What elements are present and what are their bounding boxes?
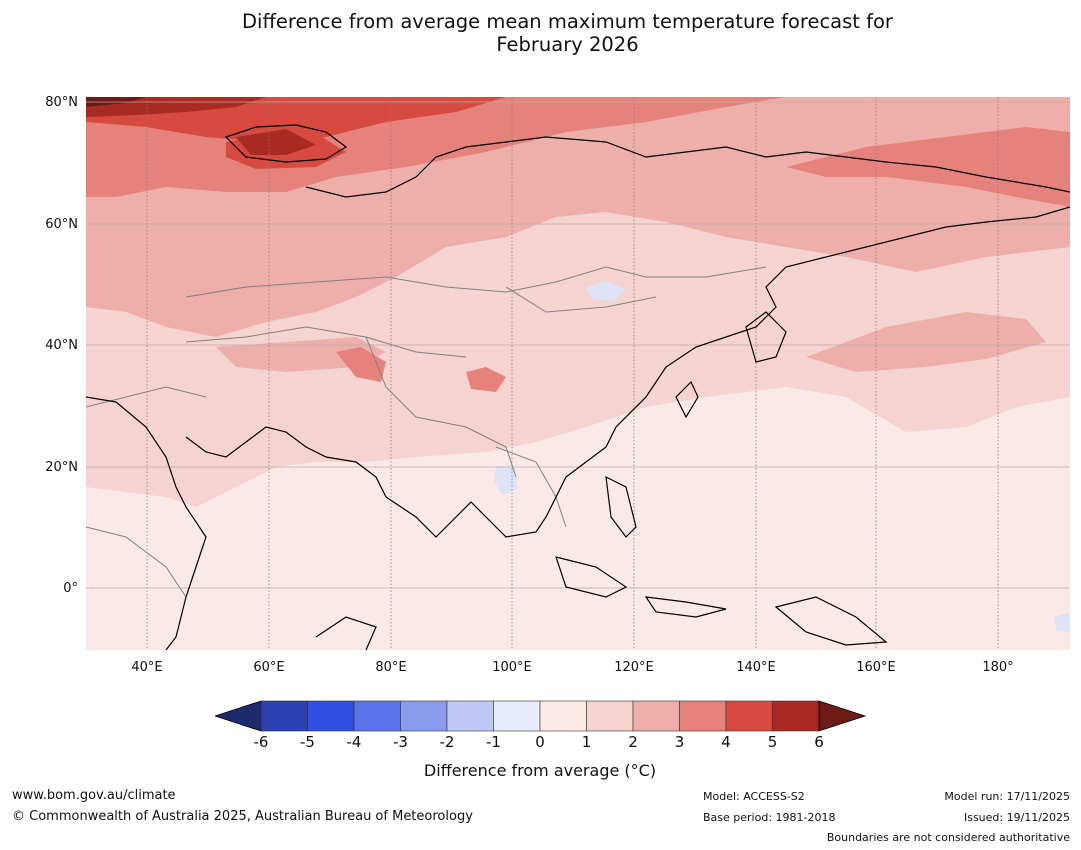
temperature-anomaly-map [86, 97, 1070, 650]
colorbar-segment [539, 700, 587, 732]
lon-label-100e: 100°E [492, 660, 532, 675]
colorbar-segment [400, 700, 448, 732]
colorbar-segment [307, 700, 355, 732]
colorbar-segment [446, 700, 494, 732]
chart-title: Difference from average mean maximum tem… [0, 10, 1081, 56]
lon-label-80e: 80°E [375, 660, 407, 675]
colorbar-segment [260, 700, 308, 732]
lat-label-80n: 80°N [45, 95, 78, 110]
map-panel [86, 97, 1070, 650]
colorbar-segment [493, 700, 541, 732]
colorbar-tick-label: 2 [628, 733, 638, 751]
anomaly-band-minus1-0 [1054, 612, 1070, 632]
colorbar-tick-label: -5 [300, 733, 315, 751]
colorbar-tick-label: 1 [581, 733, 592, 751]
lon-label-140e: 140°E [736, 660, 776, 675]
graticule-lines [146, 97, 999, 650]
colorbar-extend-low [215, 700, 262, 732]
colorbar-label: Difference from average (°C) [423, 761, 657, 780]
lon-label-160e: 160°E [856, 660, 896, 675]
lat-label-60n: 60°N [45, 217, 78, 232]
title-line-1: Difference from average mean maximum tem… [242, 10, 893, 33]
anomaly-band-3-4 [466, 367, 506, 392]
lat-label-20n: 20°N [45, 460, 78, 475]
colorbar-tick-label: 6 [814, 733, 824, 751]
base-period-text: Base period: 1981-2018 [703, 811, 836, 824]
colorbar-tick-label: 4 [721, 733, 731, 751]
anomaly-band-5-6 [236, 129, 316, 155]
coastlines [86, 124, 1070, 650]
colorbar-tick-label: -3 [393, 733, 408, 751]
latitude-lines [86, 101, 1070, 589]
colorbar-tick-label: 3 [674, 733, 685, 751]
colorbar-tick-label: -6 [253, 733, 269, 751]
colorbar-segment [725, 700, 773, 732]
model-run-text: Model run: 17/11/2025 [944, 790, 1070, 803]
website-link[interactable]: www.bom.gov.au/climate [12, 788, 176, 803]
lon-label-120e: 120°E [614, 660, 654, 675]
colorbar-segment [586, 700, 634, 732]
lon-label-60e: 60°E [253, 660, 285, 675]
colorbar-tick-label: -4 [346, 733, 362, 751]
lon-label-40e: 40°E [131, 660, 163, 675]
colorbar-segment [353, 700, 401, 732]
copyright-text: © Commonwealth of Australia 2025, Austra… [12, 809, 473, 824]
disclaimer-text: Boundaries are not considered authoritat… [826, 831, 1070, 844]
anomaly-band-2-3 [806, 312, 1046, 372]
anomaly-band-minus1-0 [586, 281, 626, 301]
colorbar [215, 700, 867, 732]
colorbar-tick-label: 5 [767, 733, 778, 751]
colorbar-segment [772, 700, 820, 732]
colorbar-tick-label: 0 [535, 733, 545, 751]
issued-text: Issued: 19/11/2025 [963, 811, 1070, 824]
colorbar-tick-label: -1 [486, 733, 501, 751]
country-boundaries [86, 266, 767, 598]
title-line-2: February 2026 [496, 33, 639, 56]
lat-label-0: 0° [63, 581, 78, 596]
colorbar-segment [632, 700, 680, 732]
anomaly-band-2-3 [216, 337, 386, 372]
lat-label-40n: 40°N [45, 338, 78, 353]
colorbar-tick-label: -2 [439, 733, 455, 751]
model-text: Model: ACCESS-S2 [703, 790, 805, 803]
colorbar-extend-high [818, 700, 867, 732]
colorbar-segment [679, 700, 727, 732]
anomaly-band-3-4 [786, 127, 1070, 207]
lon-label-180: 180° [982, 660, 1014, 675]
